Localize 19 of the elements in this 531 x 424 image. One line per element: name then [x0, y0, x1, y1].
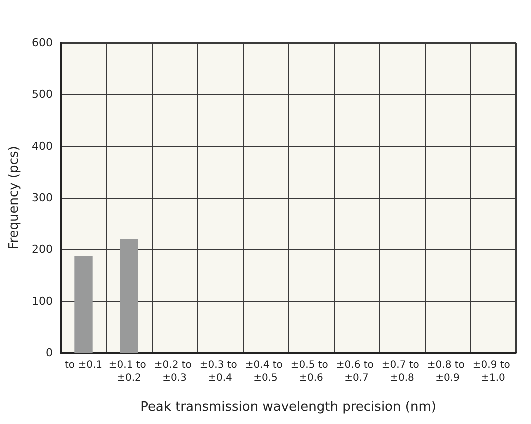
y-tick-label: 0 [46, 346, 53, 360]
x-tick-label: ±0.6 to ±0.7 [336, 360, 378, 384]
y-tick-label: 500 [32, 88, 53, 102]
x-tick-label: ±0.9 to ±1.0 [472, 360, 514, 384]
x-tick-label: ±0.7 to ±0.8 [382, 360, 423, 384]
x-tick-label: ±0.8 to ±0.9 [427, 360, 468, 384]
y-tick-label: 300 [32, 192, 53, 204]
y-tick-label: 400 [32, 140, 53, 153]
x-tick-label: ±0.4 to ±0.5 [245, 360, 286, 384]
x-tick-label: ±0.2 to ±0.3 [154, 360, 196, 384]
y-axis-title: Frequency (pcs) [7, 146, 22, 250]
x-tick-label: ±0.1 to ±0.2 [108, 360, 150, 384]
x-tick-label: to ±0.1 [65, 360, 102, 371]
x-tick-label: ±0.3 to ±0.4 [200, 360, 241, 384]
x-axis-title: Peak transmission wavelength precision (nm) [140, 400, 436, 415]
y-tick-label: 200 [32, 243, 53, 256]
y-tick-label: 100 [32, 294, 53, 308]
x-tick-label: ±0.5 to ±0.6 [290, 360, 332, 384]
y-tick-label: 600 [32, 36, 53, 50]
